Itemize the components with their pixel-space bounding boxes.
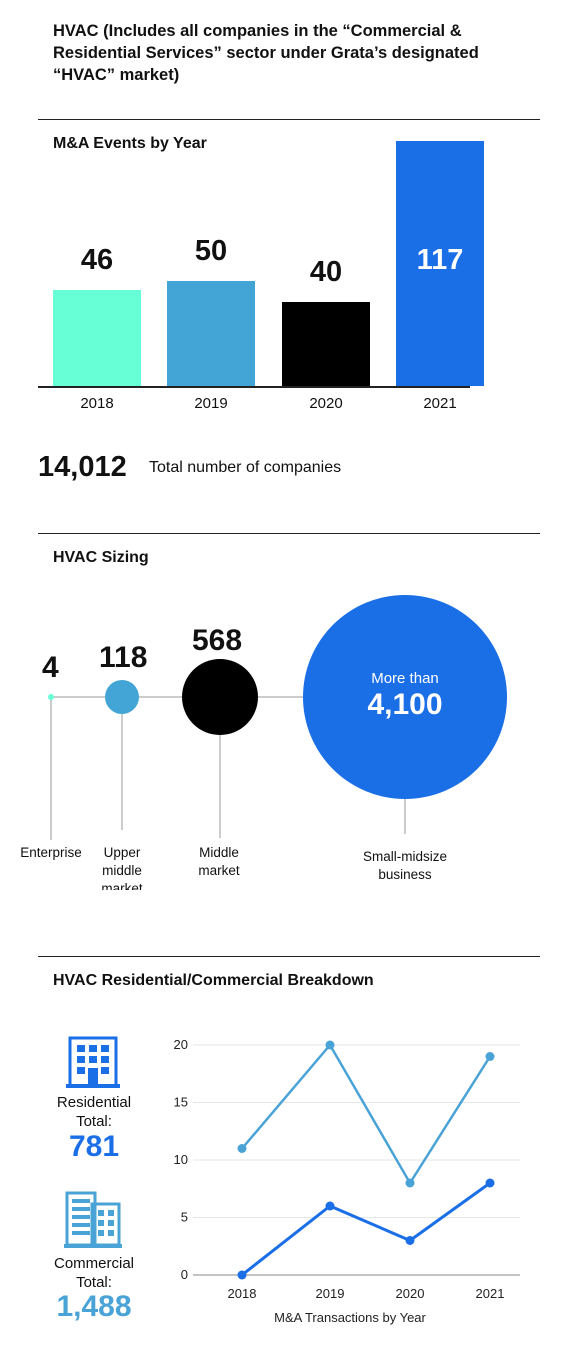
sizing-category-label: Middle market — [198, 845, 240, 878]
y-tick-label: 0 — [181, 1267, 188, 1282]
bar-value-label: 117 — [416, 244, 464, 276]
x-tick-label: 2020 — [396, 1286, 425, 1301]
bar-year-label: 2018 — [80, 395, 114, 412]
commercial-label: Commercial Total: — [53, 1255, 134, 1291]
breakdown-title: HVAC Residential/Commercial Breakdown — [53, 972, 374, 989]
series-point-commercial — [485, 1178, 495, 1188]
x-tick-label: 2021 — [476, 1286, 505, 1301]
total-companies-label: Total number of companies — [149, 459, 342, 476]
series-line-residential — [241, 1042, 492, 1186]
bar-2020 — [282, 302, 370, 386]
sizing-category-label: Enterprise — [20, 845, 82, 860]
bar-year-label: 2019 — [194, 395, 228, 412]
sizing-value-label: 118 — [99, 641, 147, 674]
residential-total: 781 — [68, 1130, 120, 1163]
office-building-icon — [64, 1191, 122, 1248]
y-tick-label: 20 — [174, 1037, 188, 1052]
divider — [38, 533, 540, 534]
sizing-value-label: 568 — [192, 624, 242, 657]
page-heading: HVAC (Includes all companies in the “Com… — [53, 22, 479, 84]
series-point-commercial — [325, 1201, 335, 1211]
series-point-residential — [237, 1144, 247, 1153]
bar-value-label: 40 — [309, 256, 343, 289]
bar-axis-line — [38, 386, 470, 388]
bar-2021 — [396, 141, 484, 386]
x-tick-label: 2018 — [228, 1286, 257, 1301]
sizing-category-label: Upper middle market — [101, 845, 143, 890]
sizing-title: HVAC Sizing — [53, 549, 149, 566]
y-tick-label: 15 — [174, 1095, 188, 1110]
sizing-prefix-label: More than — [371, 670, 439, 687]
sizing-category-label: Small-midsize business — [363, 849, 447, 882]
bar-year-label: 2020 — [309, 395, 343, 412]
total-companies-value: 14,012 — [38, 451, 127, 483]
series-point-residential — [325, 1040, 335, 1050]
sizing-bubble-4 — [303, 595, 507, 799]
series-point-commercial — [405, 1236, 415, 1245]
sizing-value-label: 4 — [42, 651, 59, 684]
series-point-residential — [405, 1178, 415, 1188]
bar-value-label: 46 — [80, 243, 114, 276]
bar-year-label: 2021 — [423, 395, 457, 412]
series-line-commercial — [241, 1181, 491, 1277]
residential-label: Residential Total: — [56, 1094, 132, 1130]
sizing-bubble-1 — [48, 694, 54, 700]
y-tick-label: 10 — [174, 1152, 188, 1167]
divider — [38, 956, 540, 957]
divider — [38, 119, 540, 120]
x-tick-label: 2019 — [316, 1286, 345, 1301]
sizing-bubble-3 — [182, 659, 258, 735]
bar-chart: 46 2018 50 2019 40 2020 117 2021 — [0, 0, 574, 420]
commercial-total: 1,488 — [56, 1290, 132, 1323]
bar-value-label: 50 — [194, 235, 228, 268]
y-tick-label: 5 — [181, 1210, 188, 1225]
x-axis-label: M&A Transactions by Year — [274, 1310, 426, 1325]
building-icon — [66, 1036, 120, 1088]
series-point-commercial — [237, 1270, 247, 1280]
sizing-value-label: 4,100 — [367, 688, 442, 721]
sizing-bubble-2 — [105, 680, 139, 714]
bar-2018 — [53, 289, 141, 386]
bar-chart-title: M&A Events by Year — [53, 135, 207, 152]
line-chart: 0 5 10 15 20 2018 2019 2020 2021 M&A Transactions… — [174, 1037, 520, 1325]
series-point-residential — [485, 1052, 495, 1061]
bar-2019 — [167, 281, 255, 386]
